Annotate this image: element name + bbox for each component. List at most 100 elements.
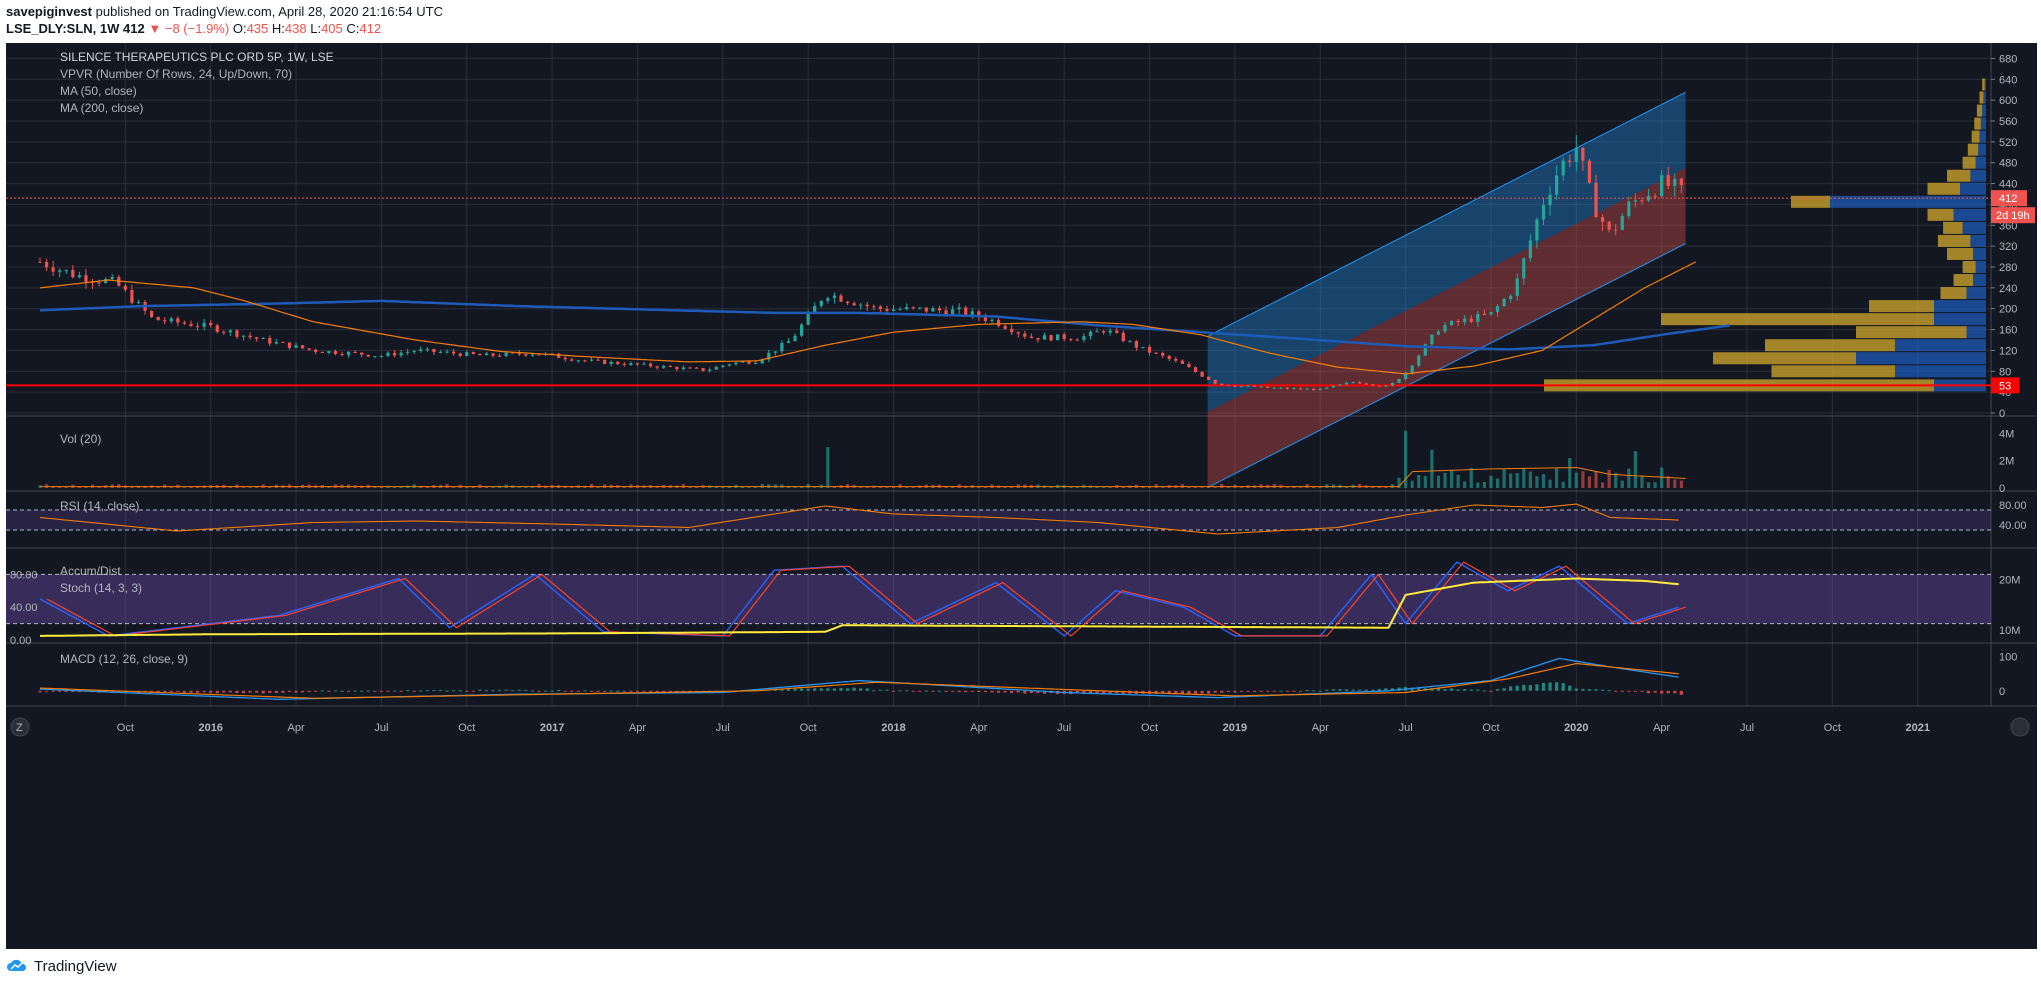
- volume-bar-241: [1620, 480, 1624, 488]
- macd-hist-235: [1581, 688, 1585, 691]
- volume-bar-204: [1377, 486, 1381, 488]
- candle-53: [386, 352, 390, 356]
- macd-hist-90: [629, 690, 633, 692]
- candle-102: [708, 369, 712, 371]
- candle-38: [287, 342, 292, 348]
- volume-bar-35: [268, 487, 272, 488]
- candle-1: [44, 261, 49, 268]
- zoom-button[interactable]: Z: [10, 717, 30, 737]
- candle-44: [327, 351, 331, 353]
- candle-133: [911, 307, 915, 309]
- macd-hist-213: [1436, 688, 1441, 691]
- candle-214: [1443, 325, 1447, 332]
- vp-up-19: [1971, 130, 1980, 143]
- volume-bar-248: [1666, 476, 1670, 488]
- tradingview-logo-icon[interactable]: [6, 959, 28, 973]
- candle-235: [1581, 147, 1585, 161]
- macd-hist-203: [1371, 689, 1375, 691]
- stoch-title: Stoch (14, 3, 3): [60, 581, 142, 595]
- vp-down-13: [1953, 208, 1986, 221]
- macd-hist-70: [497, 690, 502, 692]
- volume-bar-133: [911, 487, 915, 488]
- candle-186: [1259, 386, 1263, 388]
- candle-187: [1266, 386, 1270, 388]
- volume-pane: Vol (20) 0 2M 4M: [38, 428, 2014, 495]
- ohlc-close-label: C:: [346, 21, 360, 36]
- candle-35: [268, 337, 272, 344]
- macd-hist-243: [1633, 690, 1638, 692]
- candle-43: [320, 351, 324, 353]
- candle-210: [1417, 355, 1421, 366]
- volume-bar-6: [77, 486, 81, 488]
- macd-hist-25: [202, 690, 206, 693]
- macd-hist-32: [248, 690, 252, 693]
- price-tick-16: 640: [1999, 74, 2017, 86]
- volume-bar-99: [688, 487, 692, 488]
- volume-bar-132: [905, 486, 909, 488]
- candle-25: [202, 322, 206, 327]
- volume-bar-229: [1541, 474, 1546, 488]
- volume-bar-219: [1476, 482, 1480, 488]
- candle-154: [1049, 335, 1053, 341]
- volume-bar-237: [1594, 471, 1598, 488]
- volume-bar-205: [1384, 487, 1388, 488]
- volume-bar-234: [1574, 472, 1578, 488]
- candle-27: [215, 325, 219, 332]
- macd-hist-123: [845, 688, 850, 691]
- macd-hist-232: [1561, 683, 1565, 691]
- settings-button[interactable]: [2010, 717, 2030, 737]
- vp-down-17: [1975, 156, 1986, 169]
- candle-52: [379, 355, 384, 357]
- candle-245: [1646, 195, 1651, 201]
- footer-brand[interactable]: TradingView: [34, 957, 117, 975]
- candle-244: [1640, 200, 1644, 202]
- support-badge: [1991, 377, 2019, 394]
- candle-239: [1607, 221, 1611, 230]
- candle-95: [662, 365, 666, 368]
- candle-139: [950, 309, 955, 315]
- volume-bar-7: [84, 486, 88, 488]
- candle-121: [832, 295, 837, 299]
- candle-4: [64, 270, 68, 272]
- candle-92: [642, 363, 646, 365]
- macd-hist-163: [1108, 690, 1112, 694]
- macd-hist-81: [570, 690, 574, 692]
- macd-hist-158: [1075, 690, 1079, 694]
- price-axis: 0408012016020024028032036040044048052056…: [1991, 53, 2035, 420]
- vp-down-22: [1983, 91, 1986, 104]
- macd-hist-249: [1673, 690, 1677, 694]
- volume-bar-244: [1640, 475, 1644, 488]
- volume-bar-120: [826, 447, 830, 488]
- macd-tick-1: 0: [1999, 686, 2005, 698]
- chart-canvas[interactable]: 0408012016020024028032036040044048052056…: [6, 43, 2037, 949]
- macd-hist-230: [1548, 682, 1552, 691]
- publisher-name[interactable]: savepiginvest: [6, 4, 92, 19]
- candle-135: [924, 307, 928, 312]
- macd-hist-79: [557, 690, 561, 692]
- candle-62: [445, 351, 449, 353]
- volume-tick-2: 4M: [1999, 428, 2014, 440]
- volume-bar-220: [1482, 481, 1486, 488]
- candle-68: [484, 353, 489, 356]
- candle-146: [996, 319, 1001, 326]
- volume-ma-line: [40, 466, 1686, 488]
- macd-hist-57: [412, 690, 416, 692]
- macd-hist-62: [445, 690, 449, 692]
- volume-bar-154: [1049, 486, 1053, 488]
- candle-204: [1377, 385, 1381, 387]
- candle-217: [1463, 318, 1467, 323]
- candle-128: [878, 306, 882, 310]
- volume-bar-218: [1469, 467, 1473, 488]
- candle-66: [471, 352, 475, 355]
- price-legend-2: MA (200, close): [60, 101, 143, 115]
- chart-container[interactable]: 0408012016020024028032036040044048052056…: [6, 43, 2037, 949]
- candle-160: [1088, 331, 1093, 337]
- candle-42: [314, 349, 318, 352]
- rsi-pane: RSI (14, close) 80.00 40.00: [6, 499, 2027, 535]
- macd-hist-116: [799, 688, 804, 691]
- macd-hist-133: [911, 690, 915, 692]
- candle-152: [1036, 338, 1040, 340]
- vp-up-13: [1927, 208, 1954, 221]
- macd-hist-193: [1305, 690, 1309, 692]
- macd-hist-58: [419, 690, 423, 692]
